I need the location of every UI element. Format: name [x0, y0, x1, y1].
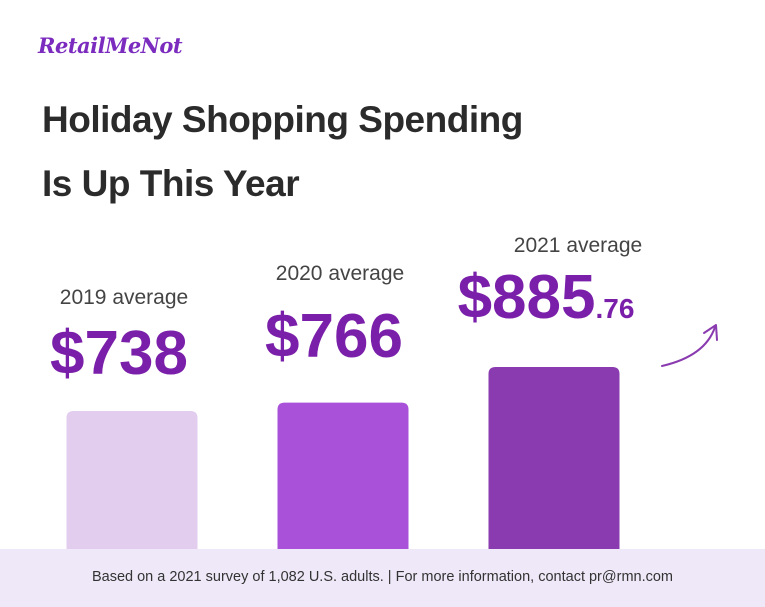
trend-arrowhead-icon	[703, 324, 718, 341]
footer-note: Based on a 2021 survey of 1,082 U.S. adu…	[91, 569, 674, 585]
value-label: $885.76	[458, 263, 635, 332]
footer-bar	[0, 549, 765, 607]
title-line-1: Holiday Shopping Spending	[42, 99, 523, 140]
category-label: 2020 average	[276, 262, 404, 285]
bar-2021	[488, 367, 620, 549]
trend-arrow-icon	[661, 326, 716, 367]
bar-2019	[66, 411, 198, 549]
bar-2020	[277, 402, 409, 549]
category-label: 2019 average	[60, 286, 188, 309]
retailmenot-logo: RetailMeNot	[38, 33, 183, 58]
page-title: Holiday Shopping Spending Is Up This Yea…	[42, 88, 523, 216]
title-line-2: Is Up This Year	[42, 163, 300, 204]
category-label: 2021 average	[514, 234, 642, 257]
value-label: $766	[265, 302, 403, 371]
value-label: $738	[50, 319, 188, 388]
